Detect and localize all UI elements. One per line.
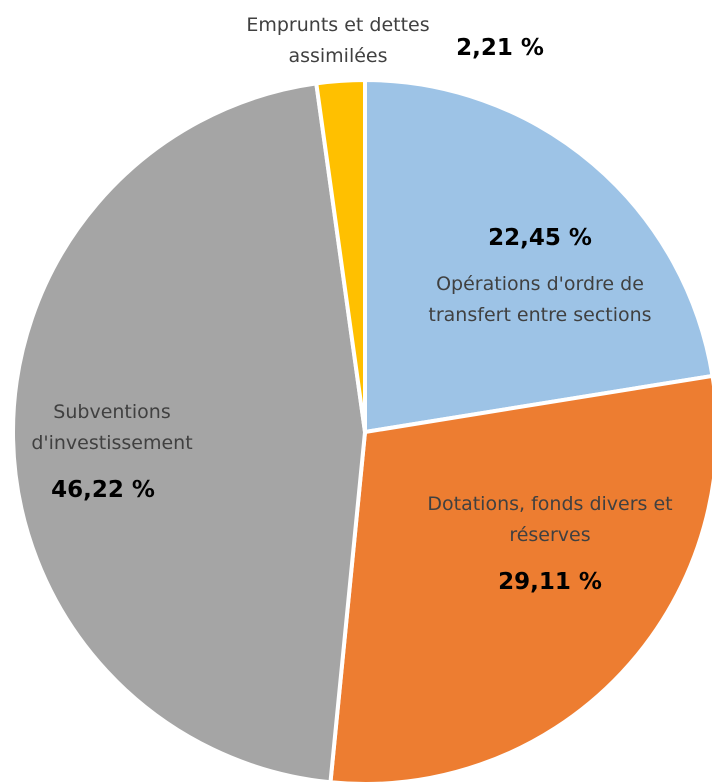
category-label: Dotations, fonds divers et réserves xyxy=(427,493,673,546)
value-label: 46,22 % xyxy=(51,477,155,503)
pie-slice xyxy=(328,373,712,783)
category-label: Subventions d'investissement xyxy=(31,401,193,454)
category-label: Opérations d'ordre de transfert entre se… xyxy=(428,273,652,326)
value-label: 22,45 % xyxy=(488,225,592,251)
value-label: 29,11 % xyxy=(498,569,602,595)
pie-slice xyxy=(363,77,712,435)
pie-slice xyxy=(314,77,367,433)
pie-slice xyxy=(11,81,368,783)
category-label: Emprunts et dettes assimilées xyxy=(246,14,430,67)
value-label: 2,21 % xyxy=(456,35,544,61)
